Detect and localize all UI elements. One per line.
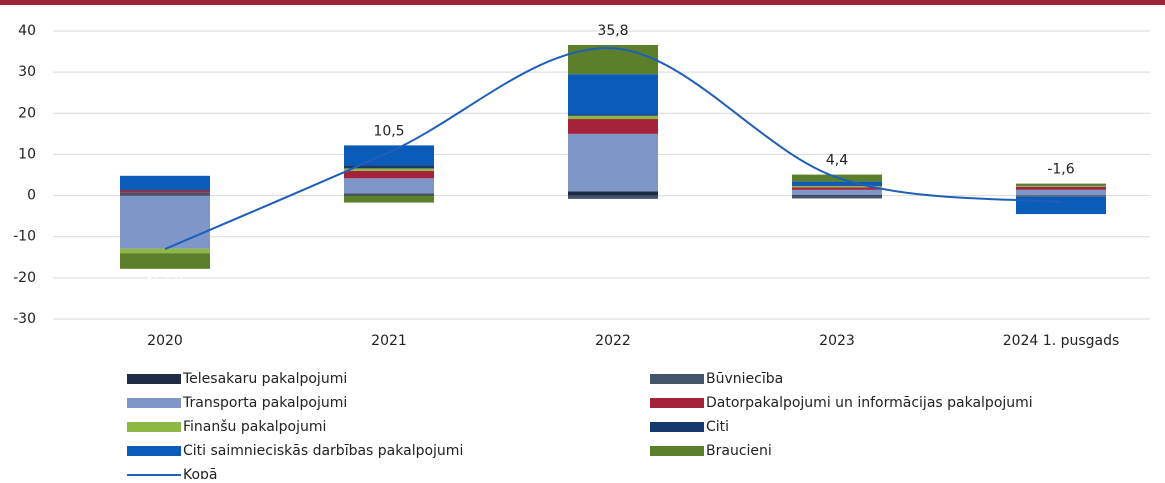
legend-label: Citi saimnieciskās darbības pakalpojumi: [183, 443, 463, 459]
bar-segment: [568, 119, 658, 134]
bar-segment: [344, 194, 434, 195]
legend-swatch: [650, 422, 704, 432]
y-tick-label: 30: [18, 64, 36, 80]
bar-segment: [120, 176, 210, 190]
x-tick-label: 2020: [147, 333, 183, 349]
legend-label: Braucieni: [706, 443, 772, 459]
data-label: -1,6: [1047, 162, 1074, 178]
bar-segment: [792, 196, 882, 199]
legend-label: Būvniecība: [706, 371, 783, 387]
bar-segment: [120, 253, 210, 269]
top-border: [0, 0, 1165, 5]
bar-segment: [344, 168, 434, 170]
data-label: 4,4: [826, 153, 848, 169]
bar-segment: [1016, 196, 1106, 197]
y-tick-label: -20: [13, 270, 36, 286]
x-tick-label: 2024 1. pusgads: [1003, 333, 1120, 349]
bar-segment: [120, 191, 210, 193]
bar-segment: [568, 116, 658, 119]
bar-segment: [792, 190, 882, 195]
bar-segment: [344, 196, 434, 203]
bar-segment: [568, 74, 658, 114]
x-tick-label: 2023: [819, 333, 855, 349]
legend-label: Telesakaru pakalpojumi: [182, 371, 347, 387]
x-tick-label: 2022: [595, 333, 631, 349]
legend-swatch: [127, 398, 181, 408]
bar-segment: [568, 196, 658, 199]
data-label: -13,0: [147, 270, 183, 286]
legend-label: Finanšu pakalpojumi: [183, 419, 326, 435]
x-tick-label: 2021: [371, 333, 407, 349]
bar-segment: [568, 191, 658, 195]
bar-segment: [344, 194, 434, 195]
bar-segment: [568, 115, 658, 116]
bar-segment: [792, 195, 882, 196]
y-tick-label: -10: [13, 229, 36, 245]
bar-segment: [1016, 184, 1106, 186]
bar-segment: [120, 189, 210, 190]
bar-segment: [344, 171, 434, 178]
bar-segment: [120, 196, 210, 249]
legend-label: Kopā: [183, 467, 218, 479]
y-tick-label: 0: [27, 188, 36, 204]
bar-segment: [1016, 187, 1106, 190]
bar-segment: [1016, 197, 1106, 214]
legend-swatch: [650, 446, 704, 456]
legend-swatch: [127, 446, 181, 456]
legend-swatch: [650, 398, 704, 408]
bar-segment: [568, 45, 658, 74]
bar-segment: [792, 187, 882, 189]
legend-swatch: [127, 422, 181, 432]
bar-segment: [1016, 190, 1106, 195]
y-tick-label: 40: [18, 23, 36, 39]
legend-swatch: [127, 374, 181, 384]
data-label: 10,5: [373, 123, 404, 139]
legend-label: Transporta pakalpojumi: [182, 395, 347, 411]
bar-segment: [344, 178, 434, 193]
bar-segment: [120, 194, 210, 195]
legend-label: Datorpakalpojumi un informācijas pakalpo…: [706, 395, 1033, 411]
y-tick-label: -30: [13, 311, 36, 327]
bar-segment: [120, 193, 210, 195]
bar-segment: [568, 134, 658, 192]
data-label: 35,8: [597, 23, 628, 39]
bar-segment: [344, 145, 434, 165]
legend-swatch: [650, 374, 704, 384]
y-tick-label: 10: [18, 146, 36, 162]
legend-label: Citi: [706, 419, 729, 435]
bar-segment: [120, 249, 210, 254]
bar-segment: [792, 182, 882, 186]
bar-segment: [1016, 186, 1106, 187]
y-tick-label: 20: [18, 105, 36, 121]
